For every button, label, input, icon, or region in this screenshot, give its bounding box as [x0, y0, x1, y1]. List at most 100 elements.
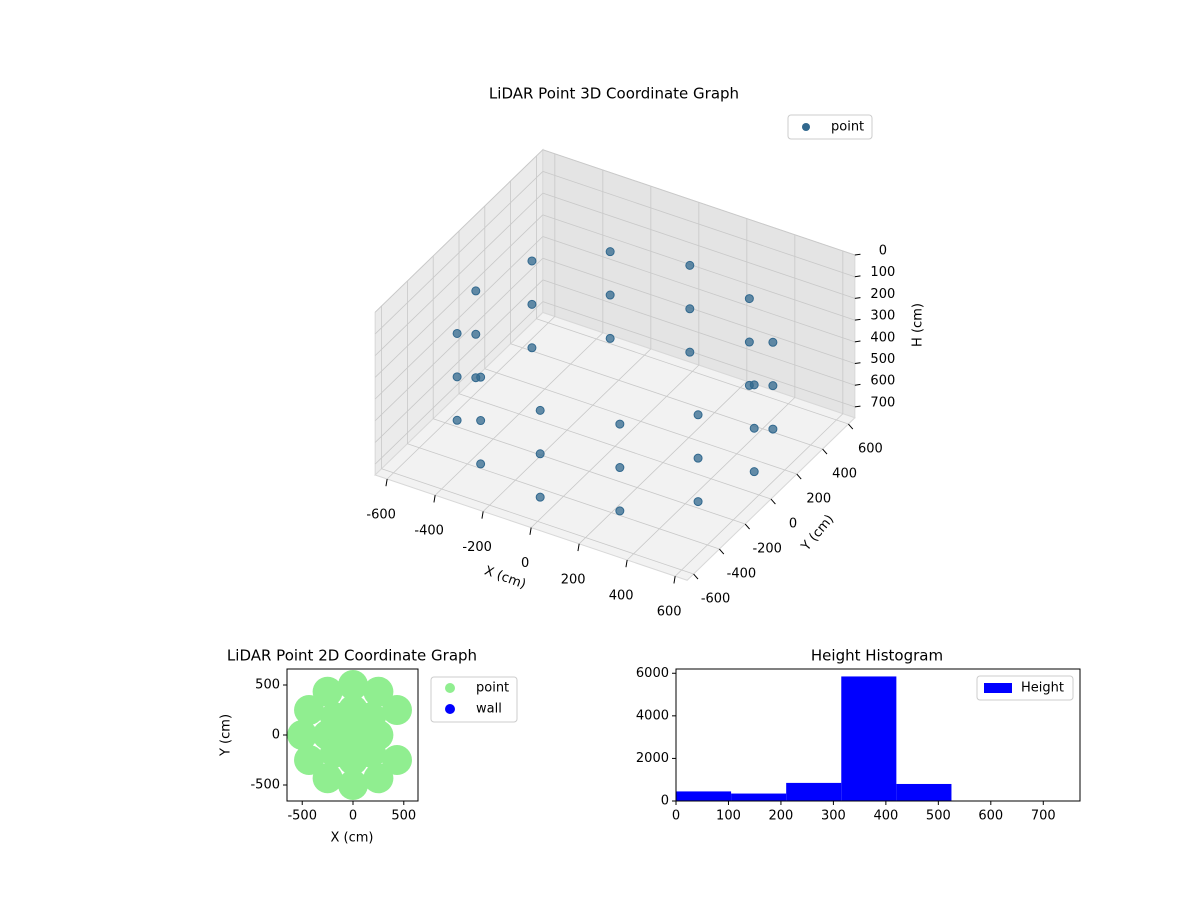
tick-label: -400 [727, 567, 757, 582]
chart-title: LiDAR Point 3D Coordinate Graph [489, 85, 739, 103]
tick-label: 200 [870, 287, 895, 302]
x-axis-label: X (cm) [331, 831, 374, 846]
y-tick-label: 500 [255, 678, 280, 693]
point [356, 738, 386, 768]
point [536, 493, 544, 501]
point [769, 425, 777, 433]
x-tick-label: 500 [391, 809, 416, 824]
bar [896, 784, 951, 801]
bar [786, 783, 841, 801]
point [606, 248, 614, 256]
tick-label: 0 [879, 244, 887, 259]
point [694, 498, 702, 506]
x-tick-label: 700 [1031, 809, 1056, 824]
tick-label: 200 [561, 572, 586, 587]
point [745, 295, 753, 303]
tick-label: -200 [462, 540, 492, 555]
point [477, 460, 485, 468]
point [363, 677, 393, 707]
point [536, 406, 544, 414]
tick-label: 100 [870, 265, 895, 280]
point [686, 348, 694, 356]
point [453, 416, 461, 424]
point [382, 745, 412, 775]
tick-label: 0 [521, 556, 529, 571]
chart-title: Height Histogram [811, 647, 943, 665]
tick-label: -600 [366, 508, 396, 523]
tick-label: -600 [701, 592, 731, 607]
legend-marker [802, 123, 810, 131]
x-tick-label: 400 [873, 809, 898, 824]
x-tick-label: 0 [672, 809, 680, 824]
point [750, 468, 758, 476]
point [528, 300, 536, 308]
point [338, 770, 368, 800]
point [472, 374, 480, 382]
legend-patch [984, 683, 1012, 693]
y-tick-label: 0 [661, 794, 669, 809]
x-tick-label: 600 [978, 809, 1003, 824]
tick-label: -200 [752, 542, 782, 557]
tick-label: 500 [870, 352, 895, 367]
point [686, 305, 694, 313]
point [769, 382, 777, 390]
x-tick-label: 200 [769, 809, 794, 824]
point [313, 763, 343, 793]
point [694, 411, 702, 419]
tick-label: 700 [870, 395, 895, 410]
tick-label: -400 [414, 524, 444, 539]
point [750, 424, 758, 432]
point [694, 454, 702, 462]
z-axis-label: H (cm) [911, 303, 926, 347]
tick-label: 600 [858, 442, 883, 457]
point [453, 373, 461, 381]
tick-label: 200 [806, 492, 831, 507]
tick-label: 400 [870, 330, 895, 345]
legend-marker [445, 683, 455, 693]
x-tick-label: -500 [287, 809, 317, 824]
legend-label: Height [1021, 681, 1064, 696]
tick-label: 300 [870, 309, 895, 324]
bar [731, 794, 786, 801]
point [686, 261, 694, 269]
legend-marker [445, 704, 455, 714]
point [477, 417, 485, 425]
point [338, 670, 368, 700]
point [745, 338, 753, 346]
x-tick-label: 100 [716, 809, 741, 824]
point [616, 507, 624, 515]
point [528, 344, 536, 352]
legend-label: point [831, 120, 864, 135]
tick-label: 600 [657, 605, 682, 620]
point [528, 257, 536, 265]
point [769, 338, 777, 346]
legend-label: wall [476, 702, 502, 717]
point [472, 330, 480, 338]
bar [841, 676, 896, 801]
point [616, 464, 624, 472]
y-tick-label: -500 [250, 778, 280, 793]
tick-label: 400 [609, 589, 634, 604]
tick-label: 400 [832, 467, 857, 482]
y-tick-label: 6000 [636, 666, 669, 681]
y-tick-label: 0 [272, 728, 280, 743]
point [453, 329, 461, 337]
point [745, 381, 753, 389]
tick-label: 600 [870, 374, 895, 389]
tick-label: 0 [789, 517, 797, 532]
point [536, 450, 544, 458]
point [606, 291, 614, 299]
point [606, 334, 614, 342]
legend-label: point [476, 681, 509, 696]
point [472, 287, 480, 295]
chart-title: LiDAR Point 2D Coordinate Graph [227, 647, 477, 665]
x-tick-label: 300 [821, 809, 846, 824]
bar [676, 791, 731, 801]
point [616, 420, 624, 428]
y-tick-label: 2000 [636, 751, 669, 766]
y-tick-label: 4000 [636, 708, 669, 723]
x-tick-label: 500 [926, 809, 951, 824]
y-axis-label: Y (cm) [219, 714, 234, 757]
x-tick-label: 0 [349, 809, 357, 824]
